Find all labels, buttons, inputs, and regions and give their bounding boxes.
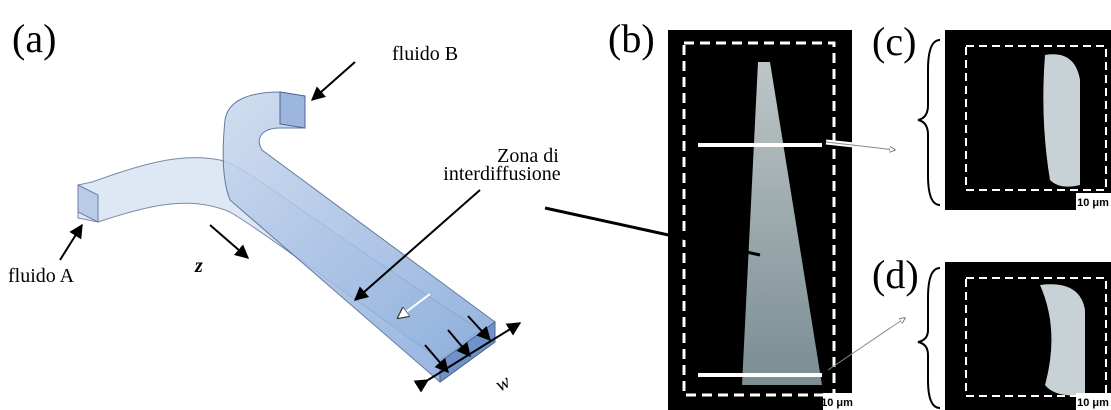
label-fluid-a: fluido A [8,265,75,287]
panel-label: (a) [12,16,56,61]
scale-label: 10 μm [1077,197,1109,209]
panel-label: (c) [872,19,916,64]
brace [918,268,940,408]
panel-label: (d) [872,252,919,297]
label-zone: interdiffusione [443,163,561,185]
profile [1043,54,1080,186]
label-fluid-b: fluido B [392,43,458,65]
panel-label: (b) [608,16,655,61]
scale-label: 10 μm [1077,397,1109,409]
arrow [210,225,248,258]
figure: (a) fluido B Zona di interdiffusione flu… [0,0,1111,410]
arrow [312,62,355,100]
axis-z: z [194,255,203,277]
brace [918,40,940,205]
scale-label: 10 μm [821,397,853,409]
axis-w: w [492,370,515,396]
image-c [945,30,1111,210]
arrow [60,225,82,260]
image-d [945,262,1111,410]
